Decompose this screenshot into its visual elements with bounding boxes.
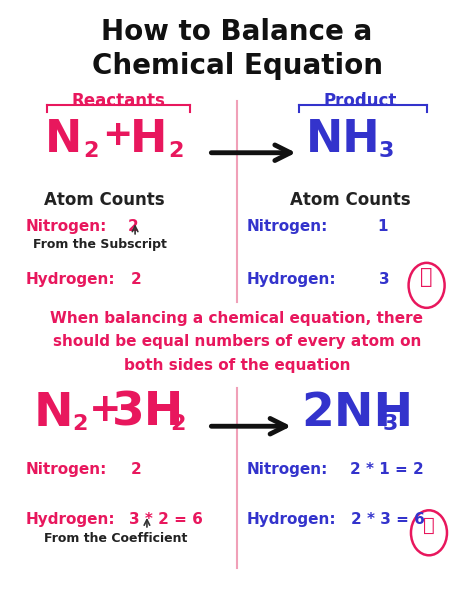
Text: How to Balance a: How to Balance a — [101, 18, 373, 46]
Text: Hydrogen:: Hydrogen: — [246, 272, 336, 287]
Text: 3H: 3H — [111, 391, 184, 436]
Text: 2: 2 — [171, 414, 186, 435]
Text: Atom Counts: Atom Counts — [291, 191, 411, 208]
Text: From the Subscript: From the Subscript — [33, 238, 166, 251]
Text: From the Coefficient: From the Coefficient — [45, 532, 188, 545]
Text: NH: NH — [306, 118, 380, 162]
Text: 3: 3 — [378, 141, 393, 161]
Text: +: + — [89, 391, 122, 429]
Text: 2: 2 — [130, 462, 141, 477]
Text: N: N — [33, 391, 73, 436]
Text: Nitrogen:: Nitrogen: — [26, 462, 108, 477]
Text: Hydrogen:: Hydrogen: — [246, 512, 336, 527]
Text: Nitrogen:: Nitrogen: — [246, 219, 328, 234]
Text: Hydrogen:: Hydrogen: — [26, 272, 116, 287]
Text: 2: 2 — [72, 414, 87, 435]
Text: Atom Counts: Atom Counts — [44, 191, 164, 208]
Text: Product: Product — [324, 92, 397, 110]
Text: H: H — [130, 118, 168, 162]
Text: 1: 1 — [377, 219, 387, 234]
Text: should be equal numbers of every atom on: should be equal numbers of every atom on — [53, 334, 421, 349]
Text: N: N — [45, 118, 82, 162]
Text: 3: 3 — [379, 272, 390, 287]
Text: When balancing a chemical equation, there: When balancing a chemical equation, ther… — [51, 311, 423, 326]
Text: Chemical Equation: Chemical Equation — [91, 52, 383, 80]
Text: Hydrogen:: Hydrogen: — [26, 512, 116, 527]
Text: 3: 3 — [383, 414, 398, 435]
Text: 2NH: 2NH — [301, 391, 413, 436]
Text: 2: 2 — [83, 141, 98, 161]
Text: 2 * 1 = 2: 2 * 1 = 2 — [350, 462, 424, 477]
Text: Reactants: Reactants — [72, 92, 165, 110]
Text: 2: 2 — [128, 219, 139, 234]
Text: 2 * 3 = 6: 2 * 3 = 6 — [351, 512, 425, 527]
Text: Nitrogen:: Nitrogen: — [26, 219, 108, 234]
Text: 🔥: 🔥 — [423, 516, 435, 535]
Text: both sides of the equation: both sides of the equation — [124, 358, 350, 373]
Text: 👎: 👎 — [420, 267, 433, 287]
Text: 3 * 2 = 6: 3 * 2 = 6 — [129, 512, 203, 527]
Text: 2: 2 — [130, 272, 141, 287]
Text: +: + — [102, 118, 132, 152]
Text: Nitrogen:: Nitrogen: — [246, 462, 328, 477]
Text: 2: 2 — [168, 141, 183, 161]
